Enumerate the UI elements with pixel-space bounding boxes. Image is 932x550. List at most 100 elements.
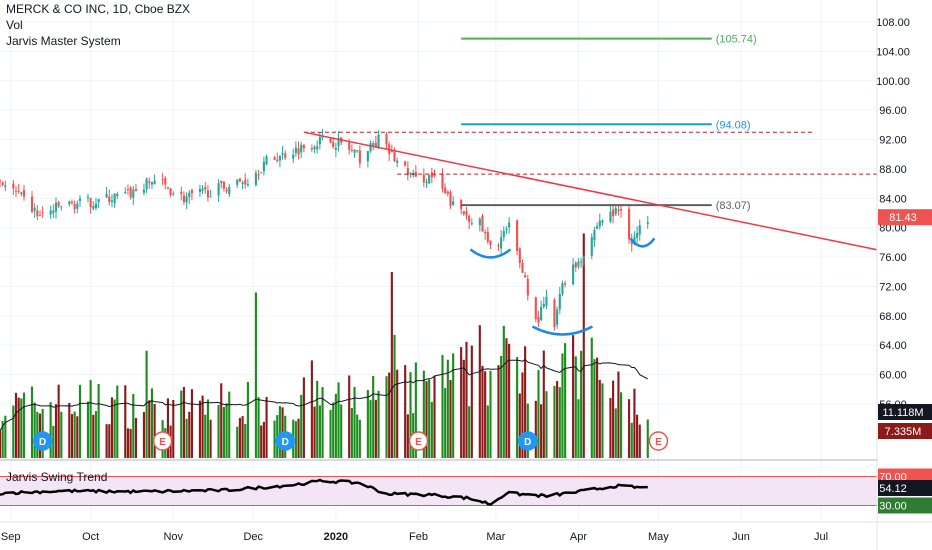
- volume-bar: [206, 399, 209, 458]
- volume-bar: [190, 389, 193, 458]
- volume-bar: [465, 341, 468, 458]
- dividend-marker: [518, 431, 538, 451]
- candle-body: [396, 160, 399, 163]
- time-tick-label: Oct: [82, 531, 99, 543]
- candle-body: [612, 209, 615, 217]
- candle-body: [36, 210, 39, 217]
- vol-ma-value-label-bg: [878, 404, 932, 420]
- volume-bar: [430, 401, 433, 458]
- candle-body: [33, 207, 36, 211]
- swing-lower-label-bg: [878, 497, 932, 514]
- volume-bar: [446, 359, 449, 458]
- candle-body: [580, 261, 583, 263]
- volume-bar: [0, 430, 2, 458]
- volume-bar: [22, 392, 26, 458]
- volume-bar: [68, 402, 71, 458]
- volume-bar: [577, 399, 580, 458]
- candle-body: [124, 191, 127, 193]
- candle-body: [206, 190, 209, 198]
- volume-bar: [145, 350, 148, 458]
- candle-body: [246, 183, 249, 185]
- candle-body: [273, 157, 276, 160]
- earnings-marker: [152, 431, 173, 451]
- volume-bar: [372, 375, 375, 458]
- candle-body: [444, 187, 447, 193]
- volume-bar: [172, 400, 175, 458]
- candle-body: [377, 134, 380, 149]
- volume-bar: [628, 399, 631, 458]
- volume-bar: [366, 390, 369, 458]
- master-system-legend[interactable]: Jarvis Master System: [6, 34, 121, 48]
- candle-body: [502, 230, 505, 238]
- volume-bar: [60, 411, 63, 458]
- volume-bar: [601, 383, 604, 458]
- candle-body: [630, 239, 633, 245]
- volume-bar: [526, 403, 529, 458]
- target-high-line-label: (105.74): [716, 34, 757, 46]
- candle-body: [332, 142, 335, 148]
- candle-body: [356, 150, 359, 152]
- volume-bar: [134, 417, 138, 458]
- volume-bar: [484, 371, 487, 458]
- volume-bar: [20, 398, 23, 458]
- candle-body: [68, 201, 71, 205]
- volume-bar: [524, 346, 527, 458]
- candle-body: [646, 222, 649, 224]
- candle-body: [329, 138, 332, 143]
- candle-body: [300, 144, 303, 153]
- candle-body: [126, 189, 130, 191]
- candle-body: [217, 183, 220, 196]
- volume-bar: [265, 396, 268, 458]
- volume-bar: [505, 338, 508, 458]
- candle-body: [593, 230, 596, 241]
- volume-bar: [262, 421, 265, 458]
- volume-bar: [393, 334, 396, 458]
- candle-body: [534, 297, 537, 320]
- candle-body: [12, 183, 15, 189]
- volume-bar: [30, 386, 34, 458]
- candle-body: [161, 179, 164, 181]
- candle-body: [116, 193, 119, 197]
- volume-bar: [116, 385, 119, 458]
- volume-bar: [609, 397, 612, 458]
- candle-body: [172, 193, 175, 195]
- volume-bar: [406, 414, 409, 458]
- price-tick-label: 92.00: [879, 135, 907, 147]
- candle-body: [441, 173, 444, 189]
- dividend-marker: [275, 431, 295, 451]
- volume-bar: [220, 383, 223, 458]
- candle-body: [57, 202, 60, 207]
- vol-ma-value-label: 11.118M: [882, 407, 923, 419]
- volume-value-label-bg: [878, 423, 932, 439]
- volume-bar: [377, 390, 380, 458]
- pattern-arc-left: [469, 248, 512, 259]
- price-tick-label: 80.00: [879, 223, 907, 235]
- volume-bar: [217, 405, 220, 458]
- symbol-legend[interactable]: MERCK & CO INC, 1D, Cboe BZX: [6, 2, 191, 16]
- volume-bar: [17, 397, 20, 458]
- volume-bar: [209, 419, 212, 458]
- candle-body: [150, 182, 154, 185]
- candle-body: [348, 142, 351, 150]
- volume-bar: [369, 400, 372, 458]
- candle-body: [225, 189, 228, 192]
- candle-body: [188, 192, 191, 198]
- candle-body: [422, 174, 425, 183]
- candle-body: [406, 168, 409, 176]
- volume-bar: [166, 398, 170, 458]
- swing-trend-legend[interactable]: Jarvis Swing Trend: [6, 470, 108, 484]
- volume-bar: [313, 406, 316, 458]
- volume-bar: [188, 411, 191, 458]
- volume-bar: [332, 402, 335, 458]
- swing-last-label-bg: [878, 480, 932, 497]
- candle-body: [148, 181, 151, 183]
- volume-bar: [396, 369, 399, 458]
- volume-bar: [556, 381, 559, 458]
- candle-body: [228, 186, 231, 195]
- candle-body: [374, 142, 377, 148]
- candle-body: [353, 149, 356, 153]
- neckline-label: (83.07): [716, 200, 751, 212]
- volume-bar: [257, 397, 260, 458]
- volume-legend[interactable]: Vol: [6, 18, 23, 32]
